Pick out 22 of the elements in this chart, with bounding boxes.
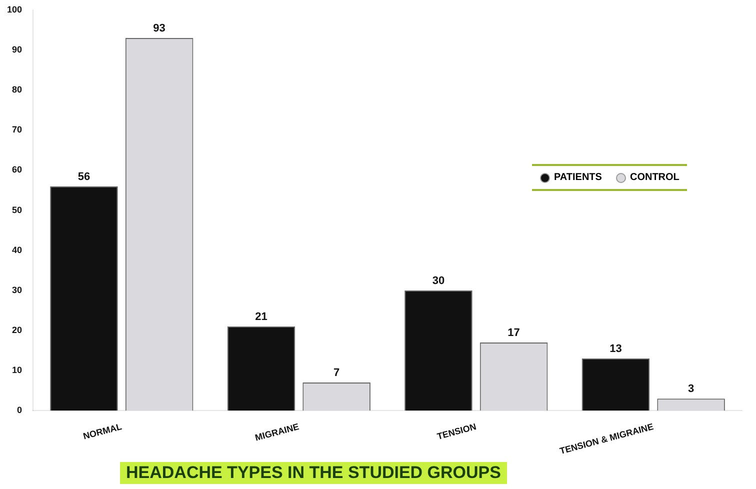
y-tick-label: 60 — [12, 164, 22, 175]
y-tick-label: 50 — [12, 204, 22, 215]
data-label: 93 — [153, 22, 166, 35]
y-tick-label: 70 — [12, 124, 22, 135]
data-label: 7 — [333, 367, 340, 380]
data-label: 17 — [508, 327, 520, 340]
y-tick-label: 80 — [12, 84, 22, 95]
data-label: 30 — [432, 274, 445, 287]
legend-label: CONTROL — [630, 172, 680, 183]
data-label: 13 — [610, 343, 622, 356]
y-tick-label: 30 — [12, 284, 22, 295]
y-tick-label: 10 — [12, 365, 22, 376]
data-label: 3 — [688, 383, 694, 396]
y-tick-label: 40 — [12, 244, 22, 255]
legend-label: PATIENTS — [554, 172, 602, 183]
data-label: 56 — [78, 170, 90, 183]
y-tick-label: 100 — [6, 4, 22, 14]
y-tick-label: 20 — [12, 324, 22, 335]
y-tick-label: 90 — [12, 44, 22, 55]
y-tick-label: 0 — [17, 405, 22, 416]
data-label: 21 — [255, 311, 268, 323]
text: HEADACHE TYPES IN THE STUDIED GROUPS — [120, 462, 507, 484]
